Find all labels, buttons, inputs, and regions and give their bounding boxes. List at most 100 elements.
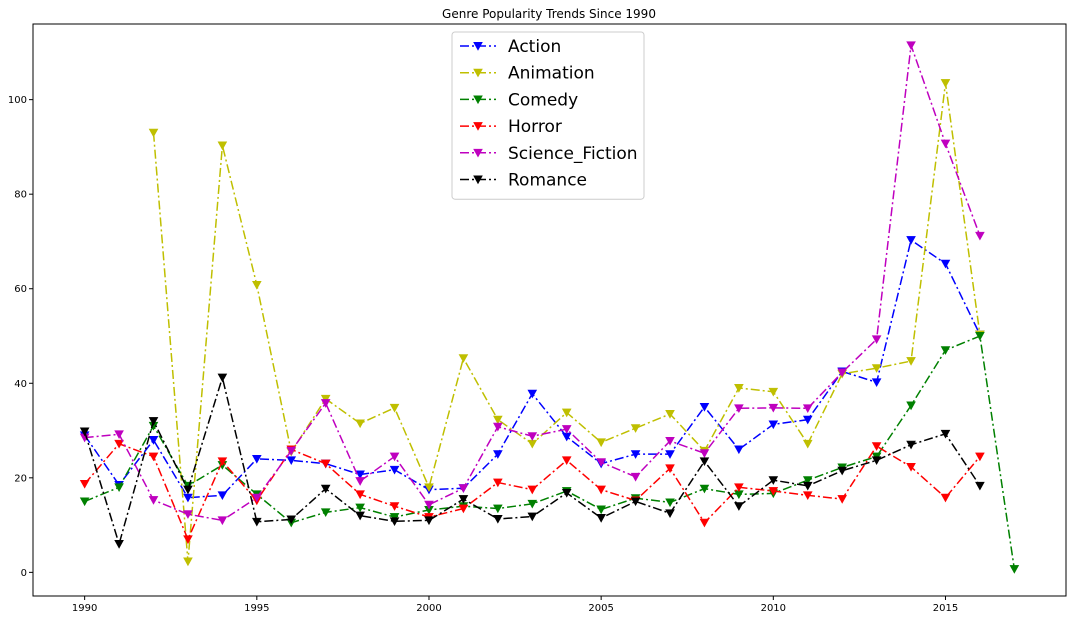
legend-marker [473, 175, 483, 185]
data-point-action [630, 450, 641, 459]
data-point-animation [148, 128, 159, 138]
data-point-horror [493, 478, 503, 488]
legend-marker [473, 95, 483, 105]
data-point-horror [217, 457, 228, 466]
data-point-action [561, 432, 572, 442]
data-point-animation [183, 557, 193, 567]
y-tick-label: 20 [14, 473, 27, 484]
data-point-animation [596, 438, 606, 448]
y-tick-label: 60 [14, 284, 27, 295]
data-point-horror [699, 518, 710, 528]
data-point-horror [183, 535, 193, 544]
data-point-romance [802, 481, 813, 491]
plot-frame [32, 23, 1067, 597]
data-point-science-fiction [975, 231, 985, 241]
legend-label: Horror [508, 117, 562, 137]
data-point-animation [320, 394, 331, 404]
data-point-action [871, 378, 882, 388]
data-point-science-fiction [493, 422, 503, 432]
data-point-science-fiction [355, 477, 365, 486]
data-point-romance [630, 497, 641, 507]
data-point-romance [699, 457, 710, 466]
data-point-horror [837, 495, 847, 504]
data-point-animation [768, 387, 779, 397]
data-point-horror [906, 462, 916, 472]
data-point-comedy [389, 513, 400, 522]
data-point-comedy [493, 504, 503, 514]
data-point-animation [389, 403, 400, 413]
data-point-comedy [527, 499, 538, 509]
data-point-science-fiction [837, 368, 847, 378]
chart-title: Genre Popularity Trends Since 1990 [442, 7, 656, 21]
data-point-horror [802, 491, 813, 501]
series-action [79, 236, 985, 503]
data-point-science-fiction [389, 452, 400, 462]
data-point-horror [355, 490, 365, 500]
data-point-animation [217, 141, 228, 151]
data-point-romance [79, 427, 90, 437]
data-point-action [493, 450, 503, 459]
data-point-romance [114, 540, 124, 549]
data-point-romance [493, 514, 503, 524]
data-point-animation [734, 384, 744, 393]
axes: 1990 1995 2000 2005 2010 2015 0 20 40 60 80 100 [8, 95, 958, 614]
legend-label: Comedy [508, 90, 578, 110]
data-point-romance [527, 512, 538, 522]
data-point-horror [734, 483, 744, 492]
x-tick-label: 2015 [933, 603, 958, 614]
series-horror [79, 439, 985, 544]
data-point-science-fiction [630, 472, 641, 482]
x-tick-label: 2000 [416, 603, 441, 614]
data-point-romance [458, 495, 469, 504]
data-point-science-fiction [734, 404, 744, 414]
data-point-action [906, 236, 916, 245]
data-point-romance [734, 502, 744, 511]
data-point-comedy [320, 508, 331, 518]
series-layer [79, 41, 1020, 574]
data-point-science-fiction [699, 449, 710, 458]
data-point-horror [768, 487, 779, 496]
data-point-horror [389, 502, 400, 511]
data-point-action [527, 389, 538, 399]
legend-label: Animation [508, 64, 595, 84]
data-point-science-fiction [768, 403, 779, 413]
data-point-horror [940, 493, 951, 503]
data-point-romance [596, 514, 606, 523]
data-point-comedy [1009, 565, 1020, 574]
legend-item-horror: Horror [460, 117, 562, 137]
legend-marker [473, 68, 483, 78]
data-point-comedy [665, 498, 675, 508]
legend-marker [473, 122, 483, 131]
data-point-horror [527, 485, 538, 495]
data-point-comedy [114, 483, 124, 492]
x-tick-label: 1995 [244, 603, 269, 614]
data-point-romance [148, 417, 159, 426]
data-point-animation [527, 439, 538, 449]
data-point-romance [871, 456, 882, 466]
data-point-science-fiction [320, 399, 331, 408]
data-point-horror [148, 452, 159, 462]
data-point-romance [286, 515, 297, 525]
data-point-horror [320, 459, 331, 469]
data-point-romance [424, 516, 434, 526]
data-point-science-fiction [424, 500, 434, 510]
legend-item-action: Action [460, 37, 561, 57]
data-point-romance [252, 517, 262, 527]
data-point-action [940, 259, 951, 269]
data-point-romance [975, 481, 985, 491]
data-point-science-fiction [217, 516, 228, 526]
data-point-animation [940, 79, 951, 88]
data-point-comedy [79, 497, 90, 507]
series-line-romance [83, 374, 981, 547]
data-point-animation [493, 415, 503, 425]
data-point-animation [665, 410, 675, 419]
data-point-action [252, 454, 262, 464]
data-point-action [389, 465, 400, 475]
y-tick-label: 100 [8, 95, 27, 106]
y-tick-label: 80 [14, 190, 27, 201]
data-point-comedy [355, 503, 365, 513]
data-point-romance [389, 517, 400, 527]
legend-label: Romance [508, 171, 587, 191]
data-point-animation [355, 419, 365, 429]
